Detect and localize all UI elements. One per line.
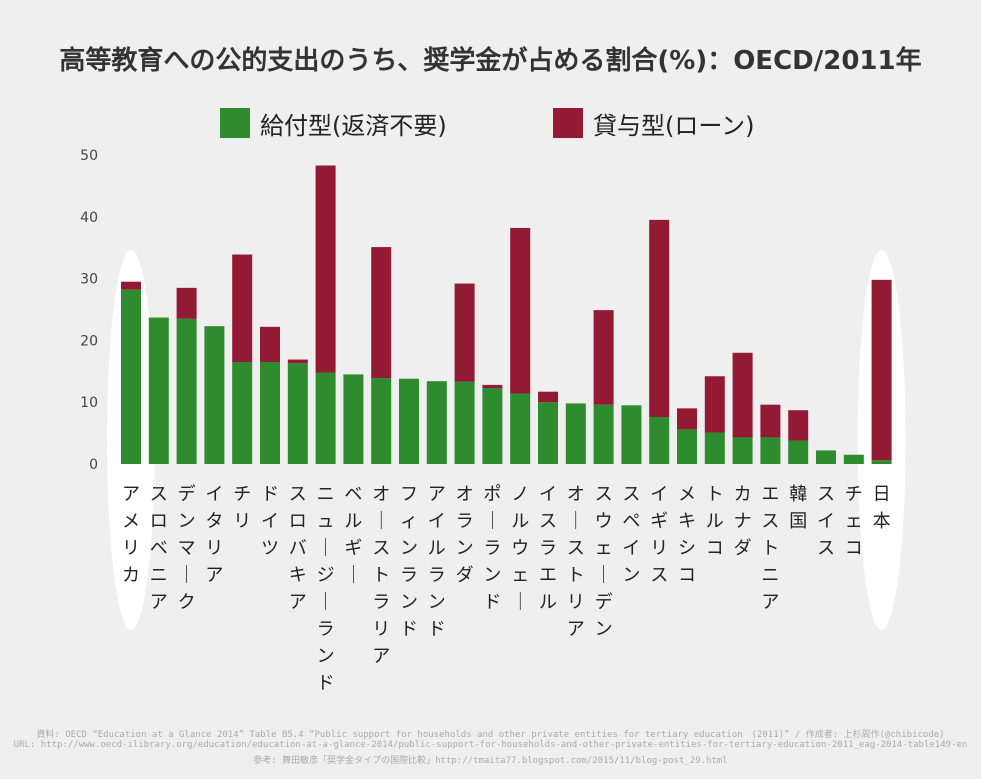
- legend-swatch-grant: [220, 108, 250, 138]
- x-tick-label: エストニア: [761, 484, 779, 613]
- bar-segment-grant: [649, 417, 670, 464]
- y-tick-label: 30: [80, 272, 98, 288]
- bar-segment-grant: [204, 326, 225, 464]
- bar-segment-loan: [454, 283, 475, 382]
- bar-segment-loan: [482, 384, 503, 388]
- y-tick-label: 0: [89, 457, 98, 473]
- x-tick-label: メキシコ: [678, 484, 696, 586]
- bar-segment-loan: [260, 326, 280, 363]
- bar-segment-loan: [677, 408, 697, 430]
- bar-segment-grant: [371, 378, 392, 464]
- bar-segment-grant: [538, 402, 558, 464]
- bar-segment-grant: [510, 393, 531, 464]
- x-tick-label: ポ｜ランド: [483, 484, 501, 613]
- bar-segment-grant: [593, 404, 614, 464]
- footnote-reference: 参考: 舞田敏彦「奨学金タイプの国際比較」http://tmaita77.blo…: [253, 756, 728, 766]
- x-tick-label: アイルランド: [428, 484, 446, 640]
- bar-segment-grant: [148, 317, 169, 464]
- bar-segment-grant: [399, 378, 419, 464]
- x-tick-label: チェコ: [845, 484, 863, 559]
- x-tick-label: 韓国: [789, 484, 807, 532]
- bar-segment-loan: [121, 281, 141, 290]
- bar-segment-grant: [565, 403, 586, 464]
- x-tick-label: スロバキア: [289, 484, 307, 613]
- x-tick-label: イタリア: [205, 484, 223, 586]
- x-tick-label: カナダ: [734, 484, 752, 559]
- bar-segment-grant: [621, 405, 642, 464]
- bar-segment-loan: [176, 287, 197, 319]
- x-tick-label: アメリカ: [122, 484, 140, 586]
- legend-item-loan: 貸与型(ローン): [553, 106, 755, 140]
- y-tick-label: 20: [80, 333, 98, 349]
- x-tick-label: イギリス: [650, 484, 668, 586]
- x-tick-label: スロベニア: [150, 484, 168, 613]
- x-tick-label: フィンランド: [400, 484, 418, 640]
- bar-segment-loan: [788, 410, 809, 441]
- x-tick-label: ニュ｜ジ｜ランド: [317, 484, 335, 694]
- x-tick-label: スイス: [817, 484, 835, 559]
- bar-segment-loan: [871, 279, 892, 461]
- footnote-source: 資料: OECD “Education at a Glance 2014” Ta…: [36, 730, 945, 740]
- bar-segment-loan: [232, 254, 253, 363]
- bar-segment-loan: [732, 352, 753, 438]
- bar-segment-loan: [538, 391, 558, 403]
- bar-segment-grant: [287, 363, 308, 464]
- x-tick-label: オ｜ストリア: [567, 484, 585, 640]
- x-tick-label: ベルギ｜: [344, 484, 362, 586]
- bar-segment-loan: [315, 165, 336, 373]
- bar-segment-grant: [788, 440, 809, 464]
- x-tick-label: スウェ｜デン: [595, 484, 613, 640]
- bar-segment-grant: [260, 362, 280, 464]
- x-tick-label: オランダ: [456, 484, 474, 586]
- x-tick-label: チリ: [233, 484, 251, 532]
- legend-swatch-loan: [553, 108, 583, 138]
- bar-segment-grant: [482, 387, 503, 464]
- x-tick-label: トルコ: [706, 484, 724, 559]
- bar-segment-grant: [121, 289, 141, 464]
- y-tick-label: 40: [80, 210, 98, 226]
- bar-segment-grant: [760, 437, 781, 464]
- x-tick-label: ドイツ: [261, 484, 279, 559]
- x-tick-label: スペイン: [622, 484, 640, 586]
- bar-segment-grant: [426, 381, 447, 464]
- bar-segment-grant: [871, 460, 892, 464]
- bar-segment-grant: [232, 362, 253, 464]
- bar-segment-grant: [816, 450, 836, 464]
- bar-segment-grant: [454, 381, 475, 464]
- legend-item-grant: 給付型(返済不要): [220, 106, 447, 140]
- x-tick-label: デンマ｜ク: [178, 484, 196, 613]
- bar-segment-loan: [649, 219, 670, 418]
- bar-segment-grant: [677, 429, 697, 464]
- x-tick-label: イスラエル: [539, 484, 557, 613]
- bar-segment-loan: [704, 376, 725, 433]
- y-tick-label: 10: [80, 395, 98, 411]
- bar-segment-grant: [176, 318, 197, 464]
- x-tick-label: 日本: [873, 484, 891, 532]
- bar-segment-grant: [343, 374, 364, 464]
- legend-label-grant: 給付型(返済不要): [260, 111, 447, 140]
- x-tick-label: ノルウェ｜: [511, 484, 529, 613]
- bar-segment-loan: [593, 310, 614, 405]
- bar-segment-grant: [704, 432, 725, 464]
- bar-segment-loan: [510, 227, 531, 394]
- y-tick-label: 50: [80, 148, 98, 164]
- chart-title: 高等教育への公的支出のうち、奨学金が占める割合(%)：OECD/2011年: [59, 46, 922, 76]
- x-tick-label: オ｜ストラリア: [372, 484, 390, 667]
- bar-segment-loan: [371, 247, 392, 379]
- legend-label-loan: 貸与型(ローン): [593, 111, 755, 140]
- footnote-url: URL: http://www.oecd-ilibrary.org/educat…: [13, 740, 968, 750]
- bar-segment-grant: [315, 372, 336, 464]
- bar-segment-loan: [760, 404, 781, 438]
- bar-segment-loan: [287, 359, 308, 364]
- bar-segment-grant: [732, 437, 753, 464]
- bar-segment-grant: [843, 454, 864, 464]
